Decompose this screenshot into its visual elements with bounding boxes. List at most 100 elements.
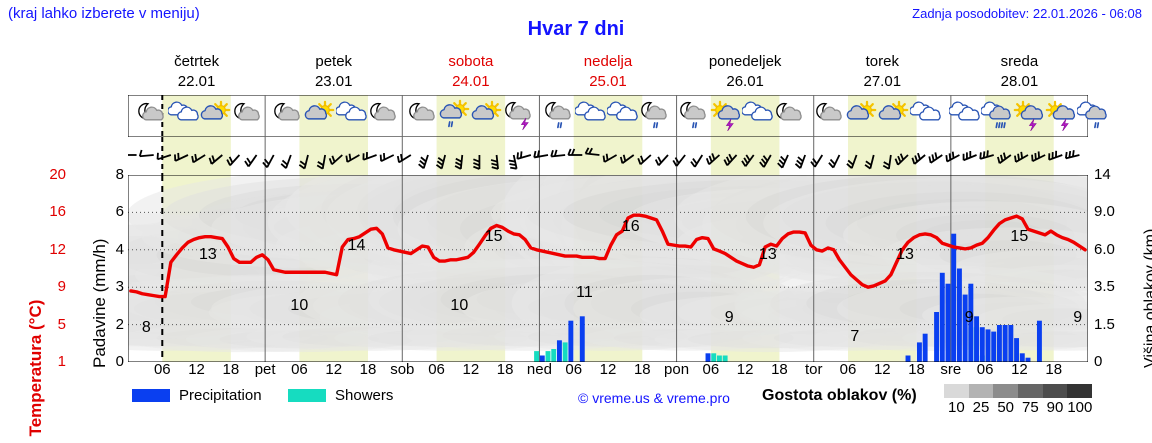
day-header-1: četrtek 22.01 [128,52,265,92]
day-header-7: sreda 28.01 [951,52,1088,92]
temperature-axis-title: Temperatura (°C) [6,168,45,437]
credit-link[interactable]: © vreme.us & vreme.pro [578,390,730,406]
cloud-cloud-icon [742,99,774,131]
temperature-value-label: 11 [576,284,593,302]
temperature-value-label: 9 [964,309,974,327]
cloud-cloud-icon [168,99,200,131]
moon-cloud-icon [272,99,304,131]
axis-tick: 3.5 [1094,278,1115,296]
x-axis-tick: 06 [976,361,994,378]
axis-tick: 9 [57,278,66,296]
cloud-cloud-icon [336,99,368,131]
sun-cloud-icon [846,99,878,131]
x-axis-tick: 18 [222,361,240,378]
x-axis-tick: 18 [496,361,514,378]
axis-tick: 0 [115,353,124,370]
colorbar-segment [968,384,994,398]
day-header-row: četrtek 22.01 petek 23.01 sobota 24.01 nedelja… [128,52,1088,94]
temperature-value-label: 15 [484,227,503,245]
plot-canvas [128,175,1088,362]
cloud-density-legend-title: Gostota oblakov (%) [762,387,917,404]
x-axis-tick: sob [390,361,415,378]
x-axis-tick: 12 [325,361,343,378]
axis-tick: 14 [1094,166,1111,183]
location-menu-note[interactable]: (kraj lahko izberete v meniju) [8,5,200,22]
axis-tick: 8 [115,166,124,183]
x-axis-tick: ned [526,361,552,378]
moon-cloud-icon [232,99,264,131]
x-axis-tick: pet [254,361,276,378]
colorbar-tick: 10 [947,399,965,416]
day-date: 26.01 [726,73,764,90]
x-axis-tick: 18 [771,361,788,378]
temperature-value-label: 15 [1010,227,1029,245]
axis-tick: 16 [49,203,66,221]
sun-cloud-storm-icon [710,99,742,131]
temperature-value-label: 10 [290,296,309,314]
colorbar-segment [1018,384,1043,398]
axis-tick: 0 [1094,353,1103,370]
day-header-2: petek 23.01 [265,52,402,92]
axis-tick: 12 [49,240,66,258]
day-name: sreda [1000,53,1039,70]
cloud-height-axis-title-text: Višina oblakov (km) [1142,228,1152,368]
moon-cloud-icon [774,99,806,131]
day-name: torek [865,53,899,70]
temperature-value-label: 9 [1073,309,1083,327]
sun-cloud-rain-icon [439,99,471,131]
day-name: petek [315,53,353,70]
cloud-cloud-icon [607,99,639,131]
cloud-density-colorbar [944,384,1093,398]
colorbar-tick: 90 [1046,399,1064,416]
x-axis-tick: 06 [153,361,171,378]
moon-cloud-icon [136,99,168,131]
temperature-value-label: 13 [759,246,777,264]
axis-tick: 20 [49,166,66,183]
sun-cloud-icon [471,99,503,131]
sun-cloud-icon [200,99,232,131]
cloud-height-axis-title: Višina oblakov (km) [1124,168,1152,373]
temperature-value-label: 9 [724,309,734,327]
day-name: sobota [448,53,494,70]
x-axis-tick: 12 [1011,361,1028,378]
temperature-axis-ticks: 20 16 12 9 5 1 [32,160,66,370]
day-date: 22.01 [177,73,216,90]
x-axis-tick: 06 [291,361,308,378]
colorbar-segment [1067,384,1093,398]
moon-cloud-rain-icon [639,99,671,131]
showers-legend-label: Showers [335,387,394,404]
moon-cloud-icon [368,99,400,131]
temperature-value-label: 14 [347,237,366,255]
temperature-value-label: 7 [850,327,860,345]
time-axis-labels: 06 12 18 pet 06 12 18 sob 06 12 18 ned 06 12 18 pon 06 12… [120,361,1100,383]
wind-barb-row [128,137,1088,175]
day-date: 27.01 [863,73,902,90]
axis-tick: 6 [115,203,124,221]
moon-cloud-icon [814,99,846,131]
cloud-height-axis-ticks: 14 9.0 6.0 3.5 1.5 0 [1094,166,1124,370]
sun-cloud-storm-icon [1045,99,1077,131]
x-axis-tick: sre [940,361,962,378]
x-axis-tick: 12 [599,361,617,378]
sun-cloud-icon [878,99,910,131]
cloud-density-colorbar-labels: 10 25 50 75 90 100 [936,399,1102,419]
moon-cloud-storm-icon [503,99,535,131]
x-axis-tick: tor [804,361,823,378]
cloud-cloud-icon [910,99,942,131]
day-date: 28.01 [1000,73,1039,90]
series-legend: Precipitation Showers [132,387,415,411]
axis-tick: 2 [115,315,124,333]
day-date: 23.01 [314,73,353,90]
cloud-rain-heavy-icon [981,99,1013,131]
axis-tick: 4 [115,240,124,258]
colorbar-segment [944,384,969,398]
x-axis-tick: 12 [462,361,480,378]
moon-cloud-icon [407,99,439,131]
sun-cloud-icon [304,99,336,131]
axis-tick: 5 [57,315,66,333]
temperature-value-label: 16 [621,218,640,236]
day-header-5: ponedeljek 26.01 [677,52,814,92]
colorbar-tick: 100 [1067,399,1093,416]
x-axis-tick: 18 [908,361,925,378]
day-name: četrtek [174,53,220,70]
